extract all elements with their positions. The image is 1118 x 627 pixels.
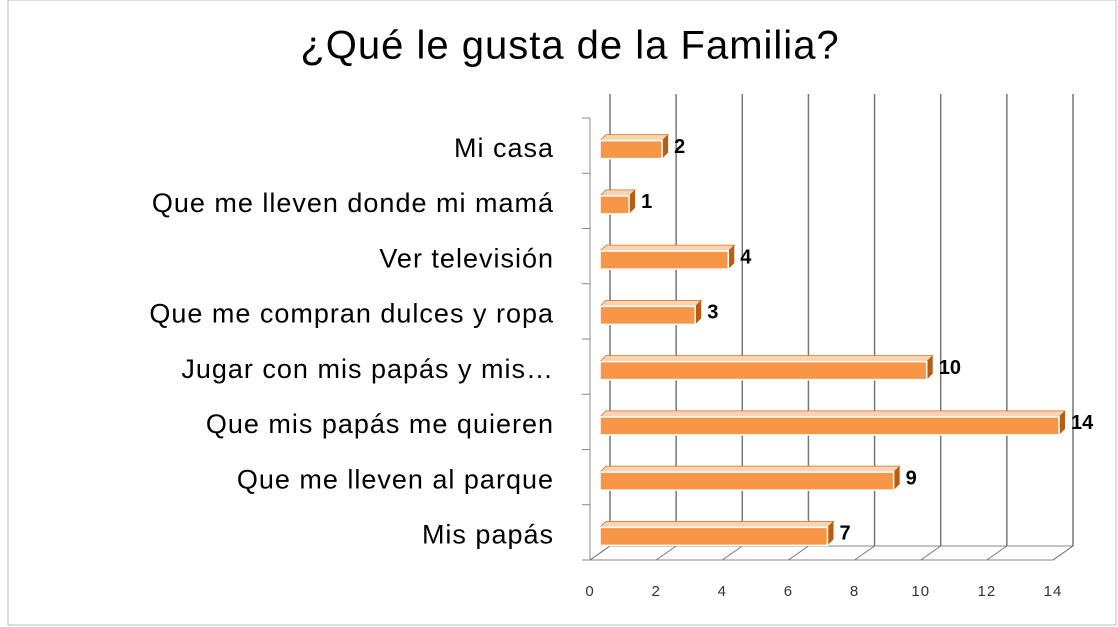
grid-line-floor — [788, 545, 809, 561]
bar-top — [599, 520, 835, 528]
chart-title: ¿Qué le gusta de la Familia? — [300, 24, 839, 68]
bar-top — [599, 355, 934, 363]
x-tick-label: 10 — [911, 583, 930, 600]
bar-top — [599, 410, 1066, 418]
bar-side — [1059, 410, 1065, 435]
bar-top — [599, 299, 703, 307]
data-label: 9 — [906, 467, 917, 489]
y-tick-label: Que me lleven donde mi mamá — [152, 188, 554, 218]
bar-side — [728, 245, 735, 270]
grid-line-floor — [986, 545, 1008, 561]
bar — [599, 526, 829, 547]
bar-top — [599, 189, 637, 197]
bar-side — [827, 521, 834, 546]
y-tick-label: Mi casa — [454, 133, 554, 163]
x-tick-label: 6 — [784, 583, 793, 600]
y-tick-label: Mis papás — [422, 520, 554, 550]
y-tick-label: Que mis papás me quieren — [206, 409, 554, 439]
bar-top — [599, 465, 901, 473]
grid-line-floor — [854, 545, 875, 561]
x-tick-label: 2 — [651, 583, 660, 600]
bar — [599, 250, 730, 270]
bar — [599, 471, 895, 491]
data-label: 14 — [1071, 412, 1094, 434]
bar-side — [926, 355, 933, 380]
bar-side — [629, 189, 636, 214]
bar-top — [599, 244, 736, 252]
grid-line-floor — [1052, 545, 1074, 561]
data-label: 4 — [740, 246, 752, 268]
y-tick-label: Que me lleven al parque — [237, 464, 554, 494]
bar — [599, 360, 928, 381]
y-tick-label: Ver televisión — [379, 243, 554, 273]
y-tick-label: Que me compran dulces y ropa — [149, 299, 554, 329]
data-label: 10 — [939, 357, 961, 379]
data-label: 1 — [641, 191, 652, 213]
grid-line-floor — [721, 545, 743, 561]
x-tick-label: 14 — [1044, 583, 1063, 600]
data-label: 2 — [674, 136, 685, 158]
x-tick-label: 8 — [850, 583, 859, 600]
grid-line-floor — [655, 545, 677, 561]
bar-side — [662, 134, 669, 159]
bar-side — [893, 466, 900, 491]
y-tick-label: Jugar con mis papás y mis… — [181, 354, 554, 384]
bar — [599, 416, 1060, 436]
bar — [599, 305, 696, 326]
grid-line-floor — [589, 545, 611, 561]
chart-frame — [7, 0, 1117, 626]
x-tick-label: 0 — [585, 583, 594, 600]
data-label: 7 — [840, 523, 851, 545]
grid-line-floor — [920, 545, 942, 561]
bar — [599, 139, 663, 160]
x-tick-label: 12 — [978, 583, 997, 600]
data-label: 3 — [707, 302, 718, 324]
bar-side — [695, 300, 702, 325]
bar — [599, 195, 630, 215]
x-tick-label: 4 — [718, 583, 727, 600]
bar-top — [599, 134, 670, 142]
